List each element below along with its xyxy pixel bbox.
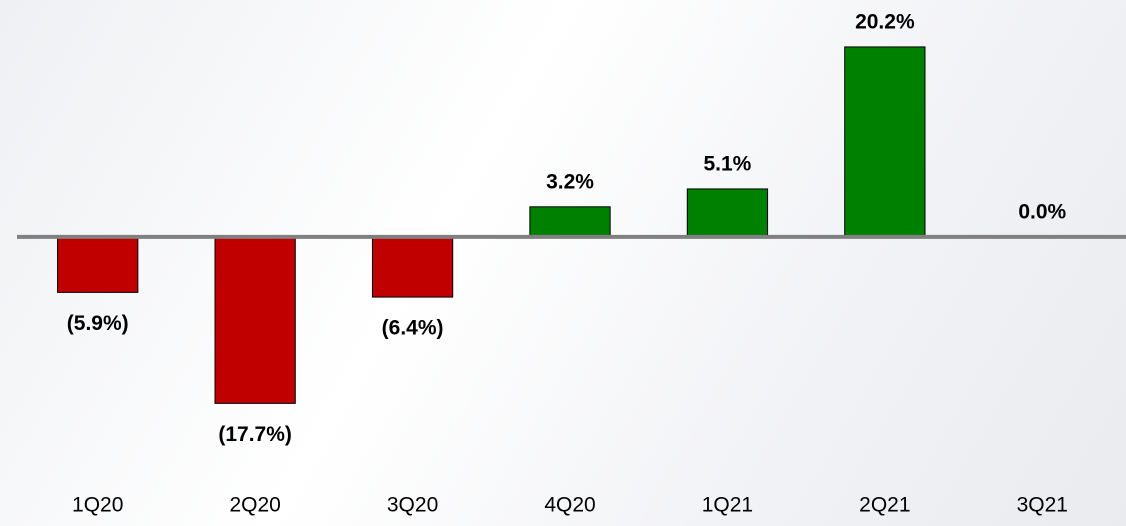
x-tick-label: 1Q21	[702, 494, 753, 517]
bar	[214, 236, 296, 404]
x-tick-label: 4Q20	[544, 494, 595, 517]
bar	[844, 46, 926, 238]
value-label: (17.7%)	[218, 423, 292, 446]
x-tick-label: 3Q21	[1017, 494, 1068, 517]
value-label: (6.4%)	[382, 317, 444, 340]
value-label: 3.2%	[546, 170, 594, 193]
value-label: 0.0%	[1018, 200, 1066, 223]
value-label: 5.1%	[703, 152, 751, 175]
bar	[57, 236, 139, 293]
value-label: 20.2%	[855, 10, 915, 33]
value-label: (5.9%)	[67, 312, 129, 335]
bar	[529, 206, 611, 238]
x-tick-label: 2Q20	[229, 494, 280, 517]
x-tick-label: 2Q21	[859, 494, 910, 517]
x-tick-label: 3Q20	[387, 494, 438, 517]
x-tick-label: 1Q20	[72, 494, 123, 517]
bar	[371, 236, 454, 298]
bar	[686, 188, 769, 238]
